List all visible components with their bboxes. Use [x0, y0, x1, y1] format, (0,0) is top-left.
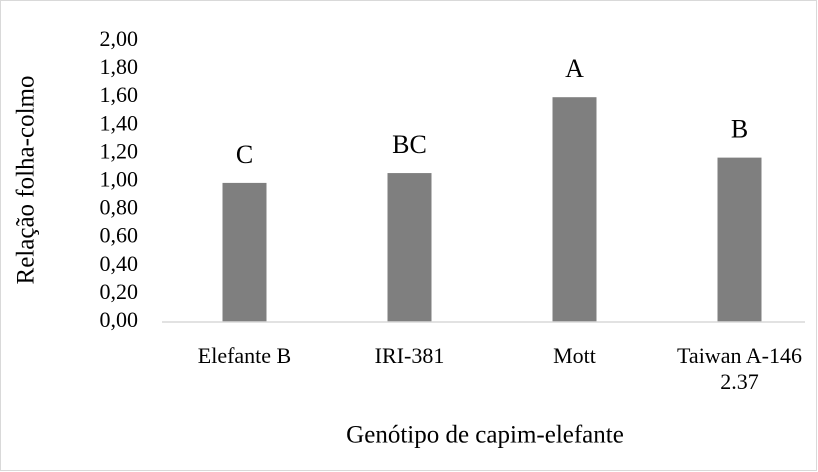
- y-tick-label: 1,60: [100, 82, 139, 107]
- y-tick-label: 0,40: [100, 251, 139, 276]
- x-tick-label: Mott: [553, 343, 596, 368]
- bar: [552, 97, 597, 322]
- y-tick-label: 1,20: [100, 138, 139, 163]
- y-tick-label: 2,00: [100, 26, 139, 51]
- bar: [222, 182, 267, 322]
- bar-annotation: BC: [392, 130, 427, 159]
- x-axis-title: Genótipo de capim-elefante: [346, 422, 624, 449]
- y-tick-label: 0,80: [100, 195, 139, 220]
- y-tick-label: 1,40: [100, 110, 139, 135]
- x-tick-label: IRI-381: [374, 343, 445, 368]
- bar: [387, 173, 432, 322]
- x-tick-label: Elefante B: [197, 343, 292, 368]
- y-tick-label: 0,20: [100, 279, 139, 304]
- bar-annotation: C: [236, 140, 253, 169]
- y-tick-label: 1,00: [100, 167, 139, 192]
- y-tick-label: 1,80: [100, 54, 139, 79]
- y-tick-label: 0,60: [100, 223, 139, 248]
- bar-annotation: A: [565, 54, 584, 83]
- bar-annotation: B: [731, 115, 748, 144]
- y-axis-title: Relação folha-colmo: [13, 76, 40, 285]
- x-tick-label: Taiwan A-146 2.37: [677, 343, 802, 394]
- y-tick-label: 0,00: [100, 307, 139, 332]
- bar: [717, 157, 762, 322]
